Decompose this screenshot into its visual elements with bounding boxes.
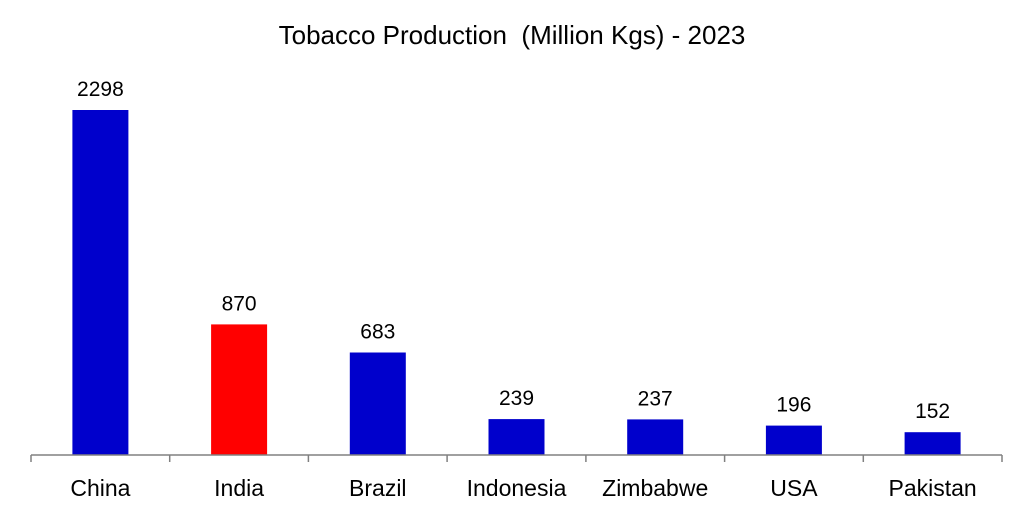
value-label-brazil: 683: [360, 321, 395, 344]
bars-layer: [72, 110, 961, 455]
bar-china: [72, 110, 129, 455]
bar-zimbabwe: [627, 419, 684, 455]
chart-title: Tobacco Production (Million Kgs) - 2023: [279, 20, 746, 50]
x-tick-label-indonesia: Indonesia: [467, 475, 567, 501]
bar-pakistan: [904, 432, 961, 455]
bar-india: [211, 324, 268, 455]
x-tick-label-pakistan: Pakistan: [888, 475, 976, 501]
x-tick-label-china: China: [70, 475, 130, 501]
value-labels-layer: 2298 870 683 239 237 196 152: [77, 78, 950, 423]
x-tick-label-brazil: Brazil: [349, 475, 407, 501]
value-label-pakistan: 152: [915, 400, 950, 423]
value-label-china: 2298: [77, 78, 124, 101]
value-label-india: 870: [222, 292, 257, 315]
value-label-zimbabwe: 237: [638, 387, 673, 410]
bar-usa: [765, 425, 822, 455]
x-tick-labels-layer: China India Brazil Indonesia Zimbabwe USA Paki…: [70, 475, 976, 501]
x-tick-label-india: India: [214, 475, 264, 501]
x-axis: [30, 454, 1003, 462]
bar-brazil: [349, 352, 406, 455]
value-label-usa: 196: [776, 394, 811, 417]
x-tick-label-zimbabwe: Zimbabwe: [602, 475, 708, 501]
x-tick-label-usa: USA: [770, 475, 818, 501]
value-label-indonesia: 239: [499, 387, 534, 410]
bar-indonesia: [488, 419, 545, 455]
